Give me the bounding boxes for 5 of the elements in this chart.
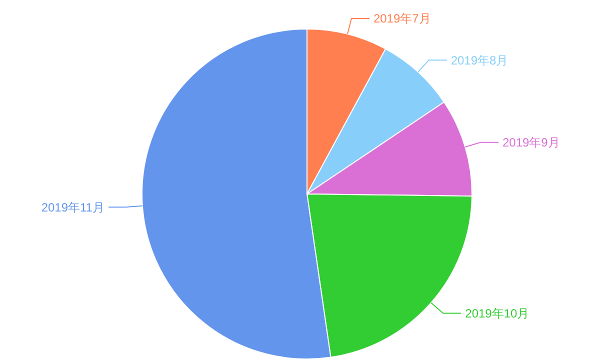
slice-label: 2019年9月 [502,136,560,150]
slice-label: 2019年11月 [41,200,104,214]
slice-label: 2019年8月 [450,53,508,68]
slice-label: 2019年7月 [373,12,431,26]
slice-label: 2019年10月 [465,306,530,320]
